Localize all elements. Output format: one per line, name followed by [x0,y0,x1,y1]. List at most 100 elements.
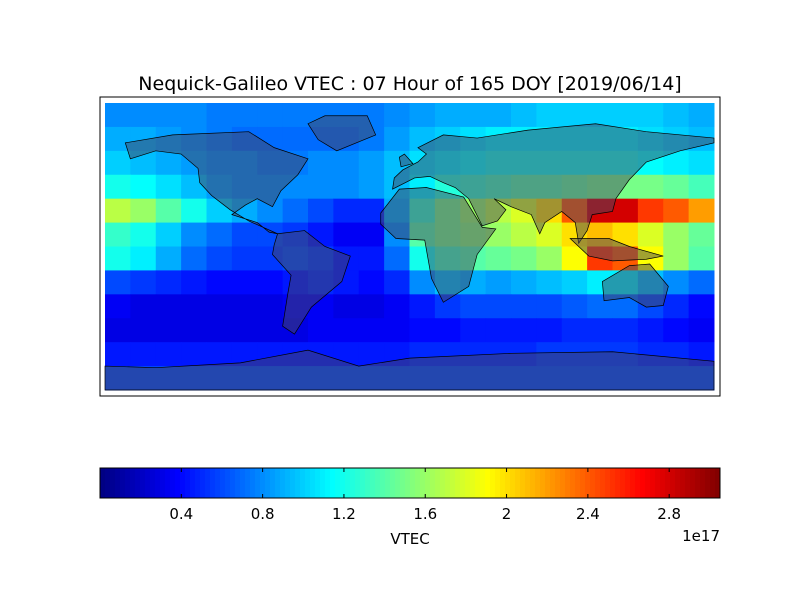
cell [257,294,284,319]
cell [155,342,182,367]
colorbar-step [260,468,266,498]
cell [130,342,157,367]
colorbar-step [115,468,121,498]
colorbar-step [470,468,476,498]
colorbar-step [340,468,346,498]
colorbar-step [315,468,321,498]
cell [663,198,690,224]
cell [155,294,182,319]
colorbar-step [415,468,421,498]
cell [358,198,385,224]
colorbar-step [490,468,496,498]
colorbar-step [530,468,536,498]
colorbar-step [280,468,286,498]
colorbar-step [255,468,261,498]
colorbar-step [190,468,196,498]
cell [206,270,233,295]
colorbar-step [520,468,526,498]
colorbar-tick-label: 2 [502,505,512,523]
colorbar-step [325,468,331,498]
colorbar-step [435,468,441,498]
land [398,153,414,168]
cell [333,294,360,319]
land [104,349,715,391]
cell [130,270,157,295]
colorbar-step [140,468,146,498]
colorbar-step [650,468,656,498]
cell [358,270,385,295]
colorbar-step [235,468,241,498]
cell [587,103,613,128]
cell [612,198,639,224]
colorbar-step [555,468,561,498]
colorbar-step [545,468,551,498]
colorbar-step [310,468,316,498]
colorbar-step [125,468,131,498]
cell [181,198,207,224]
colorbar-step [675,468,681,498]
cell [358,318,385,343]
cell [460,318,487,343]
colorbar-step [130,468,136,498]
cell [155,270,182,295]
cell [485,246,512,271]
cell [358,174,385,200]
cell [536,270,563,295]
cell [688,198,715,224]
colorbar-step [460,468,466,498]
cell [384,294,410,319]
colorbar-step [540,468,546,498]
cell [688,150,715,176]
cell [384,318,410,343]
colorbar-tick-label: 1.2 [332,505,356,523]
cell [130,174,157,200]
cell [130,294,157,319]
cell [105,246,131,271]
cell [663,270,690,295]
colorbar-step [445,468,451,498]
colorbar-step [410,468,416,498]
colorbar-step [590,468,596,498]
cell [384,103,410,128]
cell [358,150,385,176]
cell [333,198,360,224]
colorbar-step [485,468,491,498]
colorbar-step [585,468,591,498]
land [392,123,715,245]
cell [688,103,715,128]
colorbar-step [300,468,306,498]
cell [460,103,487,128]
colorbar-step [440,468,446,498]
cell [460,294,487,319]
cell [485,318,512,343]
cell [434,103,461,128]
colorbar-step [635,468,641,498]
colorbar-step [245,468,251,498]
colorbar-step [380,468,386,498]
cell [688,270,715,295]
colorbar-step [705,468,711,498]
colorbar-step [200,468,206,498]
cell [105,198,131,224]
cell [155,318,182,343]
cell [333,222,360,247]
cell [231,318,258,343]
cell [130,246,157,271]
cell [637,222,664,247]
colorbar-step [475,468,481,498]
cell [155,198,182,224]
colorbar-step [390,468,396,498]
colorbar-tick-label: 0.8 [251,505,275,523]
colorbar-step [610,468,616,498]
colorbar-step [365,468,371,498]
cell [257,318,284,343]
cell [105,174,131,200]
colorbar-step [400,468,406,498]
cell [333,150,360,176]
colorbar-step [505,468,511,498]
colorbar-step [715,468,721,498]
cell [612,318,639,343]
cell [637,103,664,128]
cell [663,222,690,247]
